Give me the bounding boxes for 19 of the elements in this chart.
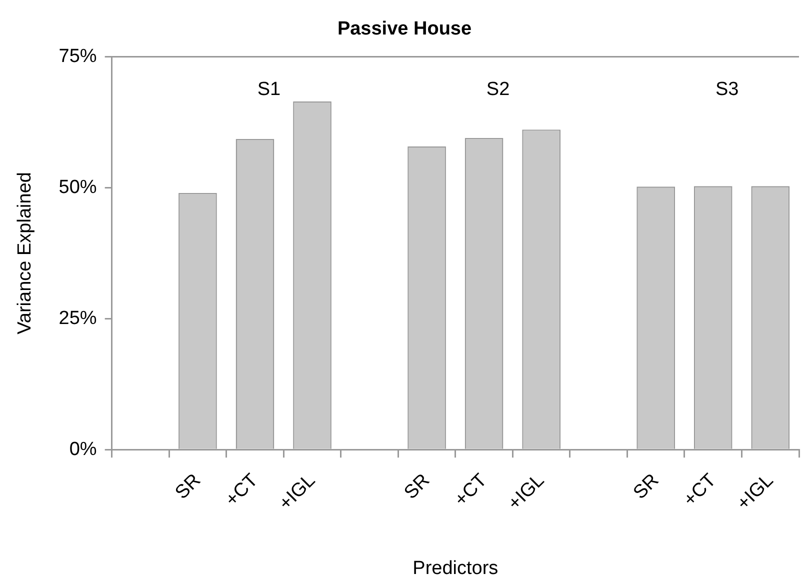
annotation: S1 xyxy=(257,79,281,100)
chart-title: Passive House xyxy=(337,18,472,40)
y-tick-label: 25% xyxy=(58,308,97,329)
x-tick-label: +CT xyxy=(450,470,492,511)
x-axis-title: Predictors xyxy=(412,558,498,579)
y-tick-label: 50% xyxy=(58,176,97,198)
x-tick-label: SR xyxy=(400,470,434,504)
x-tick-label: SR xyxy=(630,470,664,504)
annotation: S3 xyxy=(715,79,739,100)
y-axis-title: Variance Explained xyxy=(14,172,36,334)
x-tick-label: +CT xyxy=(222,470,262,511)
y-tick-label: 0% xyxy=(69,438,97,460)
x-tick-label: +IGL xyxy=(504,470,549,514)
x-tick-label: +CT xyxy=(680,470,721,511)
x-tick-label: SR xyxy=(171,470,205,504)
annotation: S2 xyxy=(486,79,510,100)
x-tick-label: +IGL xyxy=(733,470,778,514)
y-tick-label: 75% xyxy=(58,46,97,68)
x-tick-label: +IGL xyxy=(275,470,320,514)
